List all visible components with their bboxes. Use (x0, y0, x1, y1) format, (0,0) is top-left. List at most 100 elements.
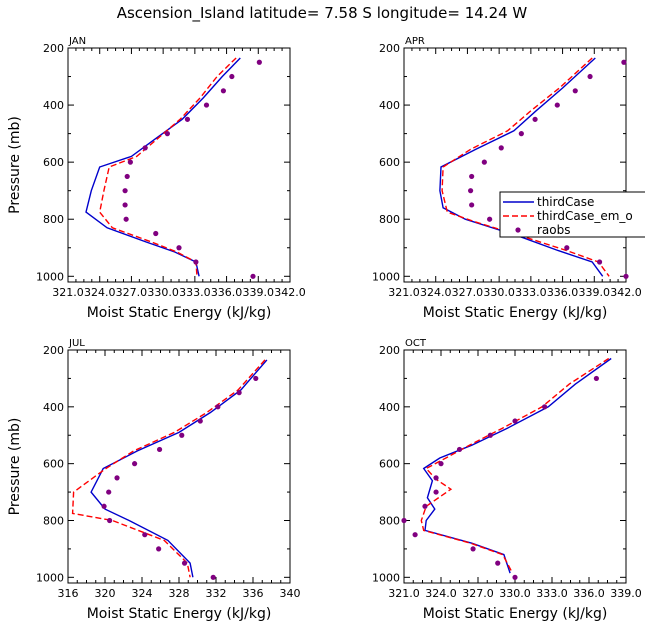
x-axis-title: Moist Static Energy (kJ/kg) (87, 606, 272, 622)
data-point (193, 259, 199, 265)
series-thirdcase-em-o-line (71, 359, 266, 578)
data-point (156, 546, 162, 552)
x-tick-label: 330.0 (483, 286, 515, 299)
x-tick-label: 324.0 (425, 587, 457, 600)
y-axis-title: Pressure (mb) (7, 418, 23, 516)
data-point (498, 145, 504, 151)
x-tick-label: 330.0 (499, 587, 531, 600)
y-tick-label: 200 (379, 344, 400, 357)
x-tick-label: 339.0 (579, 286, 611, 299)
data-point (220, 88, 226, 94)
plot-frame (403, 47, 627, 283)
y-tick-label: 800 (379, 213, 400, 226)
chart-panel-jan: 321.0 324.0 327.0 330.0 333.0 336.0 339.0 342.0… (7, 36, 306, 321)
data-point (184, 116, 191, 122)
x-tick-label: 336 (243, 587, 264, 600)
y-tick-label: 400 (379, 99, 400, 112)
data-point (596, 259, 603, 265)
series-thirdcase-em-o-line (98, 57, 237, 277)
data-point (623, 273, 629, 279)
x-tick-label: 316 (58, 587, 79, 600)
x-tick-label: 320 (95, 587, 116, 600)
data-point (122, 202, 128, 208)
series-thirdcase-em-o-line (420, 357, 610, 574)
figure-title: Ascension_Island latitude= 7.58 S longit… (117, 4, 528, 23)
data-point (495, 560, 501, 566)
data-point (412, 532, 418, 538)
chart-panel-jul: 316 320 324 328 332 336 340 200 400 600 800 1000 JUL… (7, 338, 301, 622)
data-point (142, 145, 148, 151)
data-point (587, 73, 593, 80)
data-point (512, 418, 518, 424)
data-point (401, 517, 407, 524)
data-point (203, 102, 210, 108)
series-thirdcase-em-o-line (441, 57, 610, 277)
y-tick-label: 200 (43, 344, 64, 357)
data-point (532, 116, 538, 122)
data-point (468, 188, 474, 194)
x-tick-label: 339.0 (243, 286, 275, 299)
data-point (229, 73, 235, 80)
data-point (456, 446, 463, 453)
legend-label: thirdCase (537, 195, 594, 209)
data-point (153, 230, 159, 237)
data-point (114, 475, 120, 481)
data-point (236, 390, 242, 396)
data-point (101, 503, 107, 509)
x-tick-label: 333.0 (536, 587, 568, 600)
data-point (250, 273, 256, 279)
y-tick-label: 800 (379, 514, 400, 527)
data-point (470, 546, 476, 552)
x-tick-label: 342.0 (274, 286, 306, 299)
x-tick-label: 321.0 (388, 587, 420, 600)
legend-label: raobs (537, 223, 571, 237)
y-tick-label: 600 (43, 156, 64, 169)
legend-box (499, 191, 645, 238)
data-point (487, 432, 493, 438)
data-point (487, 216, 493, 222)
panel-label: JUL (68, 338, 85, 349)
y-tick-label: 400 (379, 401, 400, 414)
data-point (469, 202, 475, 208)
y-tick-label: 1000 (36, 571, 64, 584)
data-point (564, 245, 570, 251)
data-point (132, 461, 138, 467)
x-tick-label: 336.0 (573, 587, 605, 600)
data-point (142, 532, 148, 538)
y-tick-label: 200 (43, 42, 64, 55)
y-tick-label: 600 (379, 458, 400, 471)
x-tick-label: 324 (132, 587, 153, 600)
chart-panel-oct: 321.0 324.0 327.0 330.0 333.0 336.0 339.0 200 40… (372, 338, 642, 622)
y-tick-label: 600 (43, 458, 64, 471)
x-axis-title: Moist Static Energy (kJ/kg) (87, 305, 272, 321)
y-tick-label: 800 (43, 514, 64, 527)
data-point (469, 173, 475, 180)
panel-label: OCT (405, 338, 427, 349)
x-tick-label: 332 (206, 587, 227, 600)
x-tick-label: 333.0 (515, 286, 547, 299)
legend-label: thirdCase_em_o (537, 209, 633, 223)
series-thirdcase-line (422, 357, 612, 574)
y-axis-title: Pressure (mb) (7, 116, 23, 214)
data-point (215, 404, 221, 410)
data-point (422, 503, 428, 509)
series-thirdcase-line (85, 57, 241, 277)
x-tick-label: 333.0 (179, 286, 211, 299)
data-point (512, 574, 518, 580)
data-point (179, 432, 185, 438)
x-tick-label: 336.0 (547, 286, 579, 299)
data-point (518, 131, 524, 137)
y-tick-label: 600 (379, 156, 400, 169)
x-tick-label: 321.0 (52, 286, 84, 299)
y-tick-label: 1000 (372, 571, 400, 584)
y-tick-label: 200 (379, 42, 400, 55)
panel-label: APR (405, 36, 425, 47)
data-point (621, 59, 627, 65)
x-tick-label: 339.0 (610, 587, 642, 600)
data-point (438, 461, 444, 467)
x-tick-label: 342.0 (610, 286, 642, 299)
panel-label: JAN (68, 36, 86, 47)
data-point (127, 159, 133, 165)
y-tick-label: 400 (43, 401, 64, 414)
x-axis-title: Moist Static Energy (kJ/kg) (423, 305, 608, 321)
